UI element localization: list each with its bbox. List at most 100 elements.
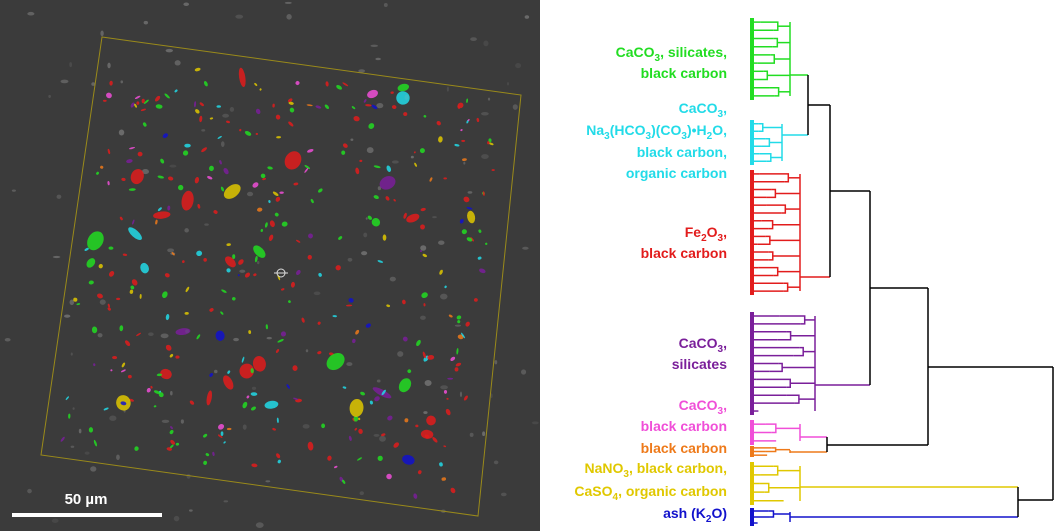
speck xyxy=(463,162,465,165)
cluster-label: black carbon xyxy=(641,65,727,81)
speck xyxy=(525,15,529,19)
speck xyxy=(230,107,234,112)
speck xyxy=(109,416,116,421)
label-text: silicates xyxy=(672,356,727,372)
speck xyxy=(384,3,388,7)
particle xyxy=(89,427,93,432)
speck xyxy=(494,360,497,364)
speck xyxy=(379,436,386,442)
cluster-label: CaCO3, silicates, xyxy=(616,44,727,64)
speck xyxy=(148,332,154,336)
speck xyxy=(483,41,488,47)
sem-image xyxy=(0,0,540,531)
speck xyxy=(522,247,529,250)
particle xyxy=(447,378,453,380)
branch xyxy=(769,364,782,372)
label-text: NaNO xyxy=(584,460,623,476)
speck xyxy=(425,380,432,386)
speck xyxy=(183,2,189,6)
speck xyxy=(306,349,308,352)
label-text: O xyxy=(707,224,718,240)
speck xyxy=(100,31,103,37)
label-text: O) xyxy=(711,505,727,521)
speck xyxy=(303,424,310,429)
speck xyxy=(440,385,448,389)
branch xyxy=(786,395,799,403)
cluster-label: CaCO3, xyxy=(679,397,727,417)
label-text: )(CO xyxy=(651,122,681,138)
speck xyxy=(121,80,124,83)
branch xyxy=(760,154,771,162)
branch xyxy=(758,124,762,132)
speck xyxy=(438,241,444,245)
particle xyxy=(128,375,132,379)
cluster-label: CaSO4, organic carbon xyxy=(574,483,727,503)
speck xyxy=(366,217,368,220)
speck xyxy=(390,277,396,282)
particle xyxy=(444,390,447,394)
speck xyxy=(119,130,124,136)
speck xyxy=(501,493,507,497)
cluster-labels: CaCO3, silicates,black carbonCaCO3,Na3(H… xyxy=(574,44,727,525)
branch xyxy=(760,484,769,493)
branch xyxy=(761,466,778,475)
branch xyxy=(777,332,790,340)
particle xyxy=(136,101,139,104)
particle xyxy=(443,177,447,179)
speck xyxy=(73,407,75,410)
speck xyxy=(71,353,73,356)
speck xyxy=(488,98,490,101)
speck xyxy=(247,192,253,197)
speck xyxy=(100,299,106,304)
speck xyxy=(460,392,462,398)
speck xyxy=(184,228,189,232)
speck xyxy=(161,333,169,338)
speck xyxy=(470,37,477,41)
speck xyxy=(377,380,381,383)
label-text: black carbon xyxy=(641,440,727,456)
speck xyxy=(174,516,180,522)
label-text: organic carbon xyxy=(626,165,727,181)
label-text: )•H xyxy=(687,122,707,138)
label-text: , xyxy=(723,397,727,413)
branch xyxy=(766,205,785,213)
speck xyxy=(482,431,485,436)
speck xyxy=(189,509,193,511)
speck xyxy=(494,461,499,465)
label-text: Fe xyxy=(685,224,702,240)
speck xyxy=(257,261,259,264)
branch xyxy=(757,236,770,244)
branch xyxy=(783,283,787,291)
speck xyxy=(170,391,173,395)
speck xyxy=(314,291,321,295)
speck xyxy=(361,251,367,255)
cluster-label: black carbon xyxy=(641,245,727,261)
label-text: CaCO xyxy=(679,335,718,351)
speck xyxy=(222,114,229,118)
speck xyxy=(468,191,473,194)
branch xyxy=(793,348,803,356)
particle xyxy=(103,100,107,102)
speck xyxy=(420,316,426,320)
speck xyxy=(144,21,148,25)
speck xyxy=(175,60,181,65)
label-text: , silicates, xyxy=(660,44,727,60)
speck xyxy=(243,424,247,429)
speck xyxy=(107,63,110,69)
speck xyxy=(455,325,461,327)
speck xyxy=(420,245,426,251)
speck xyxy=(374,434,380,437)
cluster-label: black carbon, xyxy=(637,144,727,160)
speck xyxy=(48,95,51,98)
label-text: ash (K xyxy=(663,505,706,521)
branch xyxy=(772,39,777,47)
speck xyxy=(392,160,399,163)
speck xyxy=(221,141,225,147)
cluster-label: CaCO3, xyxy=(679,100,727,120)
leaf-block xyxy=(750,170,754,295)
speck xyxy=(447,87,449,92)
branch xyxy=(761,22,778,30)
cluster-label: black carbon xyxy=(641,418,727,434)
speck xyxy=(116,454,120,460)
speck xyxy=(90,466,96,471)
